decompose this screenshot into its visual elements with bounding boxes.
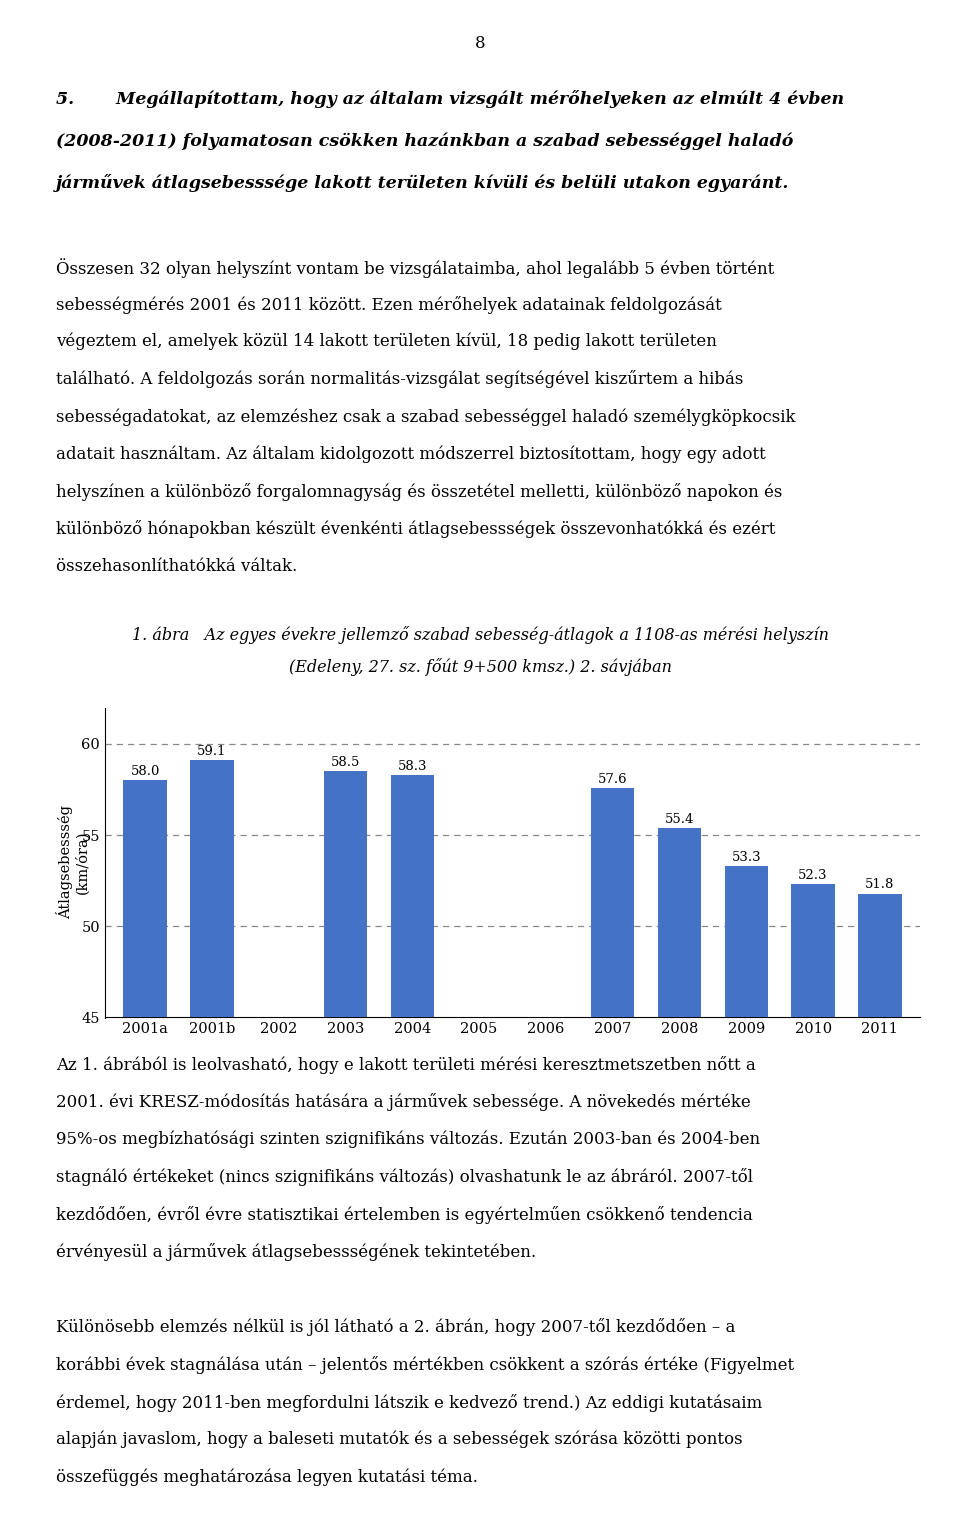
Text: helyszínen a különböző forgalomnagyság és összetétel melletti, különböző napokon: helyszínen a különböző forgalomnagyság é…: [56, 483, 782, 500]
Text: 5.       Megállapítottam, hogy az általam vizsgált mérőhelyeken az elmúlt 4 évbe: 5. Megállapítottam, hogy az általam vizs…: [56, 90, 844, 109]
Bar: [591, 788, 635, 1530]
Bar: [324, 771, 368, 1530]
Text: különböző hónapokban készült évenkénti átlagsebessségek összevonhatókká és ezért: különböző hónapokban készült évenkénti á…: [56, 520, 775, 539]
Text: 58.5: 58.5: [331, 756, 360, 770]
Bar: [725, 866, 768, 1530]
Text: 52.3: 52.3: [799, 869, 828, 883]
Bar: [858, 894, 901, 1530]
Text: kezdődően, évről évre statisztikai értelemben is egyértelműen csökkenő tendencia: kezdődően, évről évre statisztikai értel…: [56, 1206, 753, 1224]
Text: sebességadatokat, az elemzéshez csak a szabad sebességgel haladó személygköpkocs: sebességadatokat, az elemzéshez csak a s…: [56, 409, 795, 425]
Bar: [658, 828, 701, 1530]
Text: összehasonlíthatókká váltak.: összehasonlíthatókká váltak.: [56, 558, 297, 575]
Text: korábbi évek stagnálása után – jelentős mértékben csökkent a szórás értéke (Figy: korábbi évek stagnálása után – jelentős …: [56, 1356, 794, 1374]
Text: végeztem el, amelyek közül 14 lakott területen kívül, 18 pedig lakott területen: végeztem el, amelyek közül 14 lakott ter…: [56, 334, 716, 350]
Text: érvényesül a járművek átlagsebessségének tekintetében.: érvényesül a járművek átlagsebessségének…: [56, 1242, 536, 1261]
Text: alapján javaslom, hogy a baleseti mutatók és a sebességek szórása közötti pontos: alapján javaslom, hogy a baleseti mutató…: [56, 1431, 742, 1449]
Bar: [391, 776, 434, 1530]
Text: 57.6: 57.6: [598, 773, 628, 785]
Text: Az 1. ábrából is leolvasható, hogy e lakott területi mérési keresztmetszetben nő: Az 1. ábrából is leolvasható, hogy e lak…: [56, 1056, 756, 1074]
Text: adatait használtam. Az általam kidolgozott módszerrel biztosítottam, hogy egy ad: adatait használtam. Az általam kidolgozo…: [56, 445, 765, 464]
Text: 2001. évi KRESZ-módosítás hatására a járművek sebessége. A növekedés mértéke: 2001. évi KRESZ-módosítás hatására a jár…: [56, 1092, 751, 1111]
Text: 58.3: 58.3: [397, 760, 427, 773]
Text: 51.8: 51.8: [865, 878, 895, 892]
Text: stagnáló értékeket (nincs szignifikáns változás) olvashatunk le az ábráról. 2007: stagnáló értékeket (nincs szignifikáns v…: [56, 1167, 753, 1186]
Text: 59.1: 59.1: [197, 745, 227, 759]
Text: 1. ábra   Az egyes évekre jellemző szabad sebesség-átlagok a 1108-as mérési hely: 1. ábra Az egyes évekre jellemző szabad …: [132, 626, 828, 644]
Text: összefüggés meghatározása legyen kutatási téma.: összefüggés meghatározása legyen kutatás…: [56, 1469, 477, 1486]
Text: Összesen 32 olyan helyszínt vontam be vizsgálataimba, ahol legalább 5 évben tört: Összesen 32 olyan helyszínt vontam be vi…: [56, 259, 774, 278]
Bar: [124, 780, 167, 1530]
Text: járművek átlagsebesssége lakott területen kívüli és belüli utakon egyaránt.: járművek átlagsebesssége lakott területe…: [56, 174, 789, 191]
Bar: [190, 760, 233, 1530]
Text: 8: 8: [474, 35, 486, 52]
Text: 55.4: 55.4: [665, 812, 694, 826]
Text: sebességmérés 2001 és 2011 között. Ezen mérőhelyek adatainak feldolgozását: sebességmérés 2001 és 2011 között. Ezen …: [56, 295, 721, 314]
Text: 58.0: 58.0: [131, 765, 159, 779]
Text: 53.3: 53.3: [732, 851, 761, 864]
Text: (2008-2011) folyamatosan csökken hazánkban a szabad sebességgel haladó: (2008-2011) folyamatosan csökken hazánkb…: [56, 132, 793, 150]
Text: 95%-os megbízhatósági szinten szignifikáns változás. Ezután 2003-ban és 2004-ben: 95%-os megbízhatósági szinten szignifiká…: [56, 1131, 759, 1148]
Text: (Edeleny, 27. sz. főút 9+500 kmsz.) 2. sávjában: (Edeleny, 27. sz. főút 9+500 kmsz.) 2. s…: [289, 658, 671, 676]
Y-axis label: Átlagsebessség
(km/óra): Átlagsebessség (km/óra): [57, 805, 90, 920]
Text: Különösebb elemzés nélkül is jól látható a 2. ábrán, hogy 2007-től kezdődően – a: Különösebb elemzés nélkül is jól látható…: [56, 1319, 735, 1337]
Bar: [791, 884, 835, 1530]
Text: érdemel, hogy 2011-ben megfordulni látszik e kedvező trend.) Az eddigi kutatásai: érdemel, hogy 2011-ben megfordulni látsz…: [56, 1394, 762, 1412]
Text: található. A feldolgozás során normalitás-vizsgálat segítségével kiszűrtem a hib: található. A feldolgozás során normalitá…: [56, 370, 743, 389]
